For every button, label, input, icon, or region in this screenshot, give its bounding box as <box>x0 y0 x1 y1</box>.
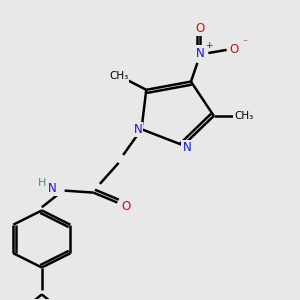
Text: N: N <box>48 182 57 195</box>
Text: N: N <box>196 46 205 59</box>
Text: CH₃: CH₃ <box>109 71 128 81</box>
Text: N: N <box>134 123 142 136</box>
Text: CH₃: CH₃ <box>234 111 253 121</box>
Text: O: O <box>230 44 239 56</box>
Text: +: + <box>206 40 213 50</box>
Text: ⁻: ⁻ <box>242 38 247 48</box>
Text: O: O <box>196 22 205 35</box>
Text: H: H <box>38 178 46 188</box>
Text: N: N <box>182 141 191 154</box>
Text: O: O <box>122 200 131 213</box>
